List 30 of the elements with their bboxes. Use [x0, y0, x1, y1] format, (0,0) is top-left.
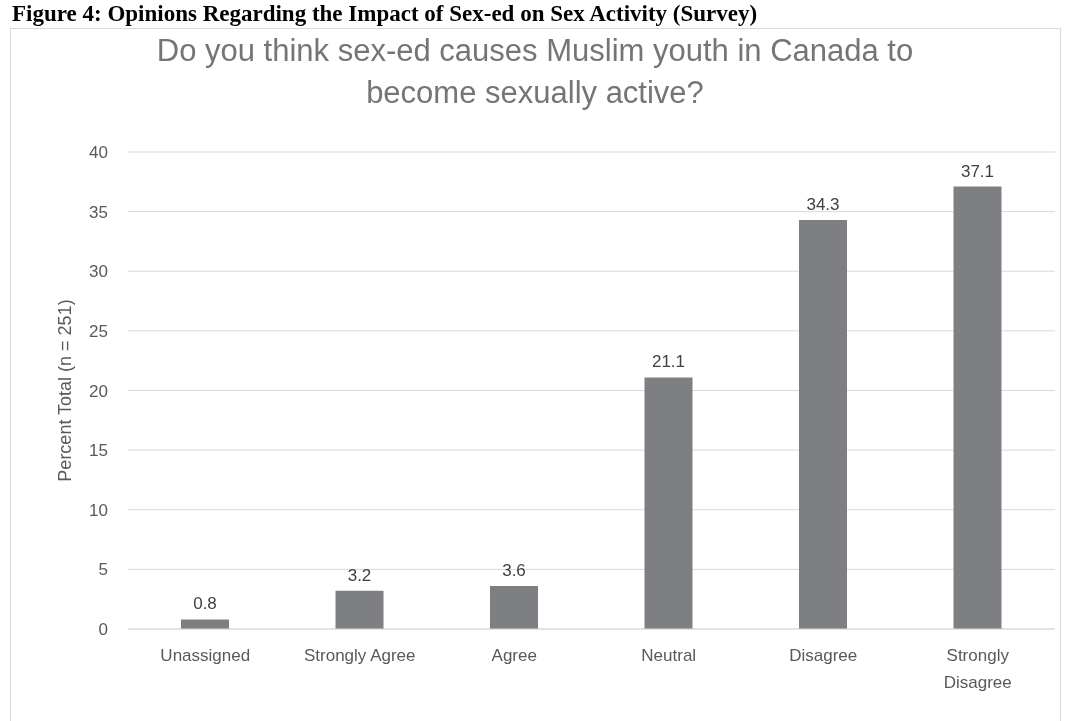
y-axis-title: Percent Total (n = 251)	[55, 299, 76, 482]
data-label: 3.2	[347, 565, 372, 585]
x-tick-label: Neutral	[641, 646, 697, 666]
bar	[799, 219, 847, 629]
data-label: 21.1	[651, 352, 686, 372]
x-tick-label: Unassigned	[160, 646, 251, 666]
data-label: 34.3	[806, 194, 840, 214]
x-tick-label: Strongly Disagree	[943, 646, 1012, 693]
bar	[644, 377, 693, 629]
data-label: 3.6	[502, 561, 526, 581]
y-tick-label: 0	[98, 620, 108, 640]
y-tick-label: 5	[98, 560, 108, 580]
chart-title: Do you think sex-ed causes Muslim youth in Canada to become sexually active?	[155, 32, 915, 112]
figure-caption: Figure 4: Opinions Regarding the Impact of Sex-ed on Sex Activity (Survey)	[12, 1, 758, 26]
y-tick-label: 30	[89, 262, 108, 282]
bar	[335, 590, 384, 629]
bar	[953, 186, 1002, 629]
x-tick-label: Strongly Agree	[303, 646, 416, 666]
data-label: 0.8	[193, 594, 217, 614]
y-tick-label: 15	[89, 441, 108, 461]
y-tick-label: 40	[89, 143, 108, 163]
x-tick-label: Agree	[491, 646, 537, 666]
y-tick-label: 10	[89, 500, 108, 520]
y-tick-label: 20	[89, 381, 108, 401]
bar	[181, 619, 229, 629]
data-label: 37.1	[960, 161, 995, 181]
bar	[490, 586, 538, 629]
y-tick-label: 35	[89, 202, 108, 222]
x-tick-label: Disagree	[789, 646, 858, 666]
y-tick-label: 25	[89, 321, 108, 341]
